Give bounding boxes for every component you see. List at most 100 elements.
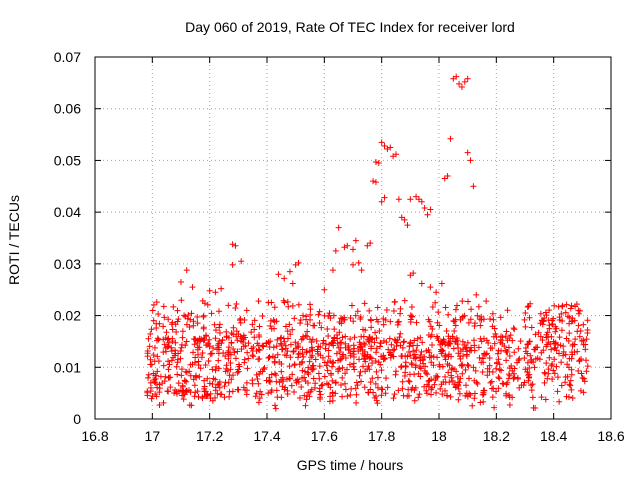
data-point [434, 354, 441, 361]
data-point [179, 382, 186, 389]
data-point [499, 380, 506, 387]
data-point [554, 388, 561, 395]
data-point [423, 390, 430, 397]
data-point [537, 320, 544, 327]
data-point [409, 384, 416, 391]
data-point [475, 303, 482, 310]
data-point [453, 368, 460, 375]
data-point [179, 334, 186, 341]
data-point [426, 354, 433, 361]
data-point [551, 356, 558, 363]
data-point [268, 387, 275, 394]
data-point [372, 357, 379, 364]
y-axis-ticks: 0 0.01 0.02 0.03 0.04 0.05 0.06 0.07 [54, 49, 611, 427]
data-point [442, 373, 449, 380]
data-point [204, 392, 211, 399]
data-point [279, 346, 286, 353]
data-point [480, 359, 487, 366]
data-point [348, 302, 355, 309]
data-point [524, 359, 531, 366]
data-point [263, 340, 270, 347]
data-point [563, 301, 570, 308]
y-tick-label: 0.04 [54, 204, 81, 220]
data-point [308, 365, 315, 372]
data-point [417, 357, 424, 364]
data-point [373, 349, 380, 356]
data-point [470, 183, 477, 190]
data-point [177, 355, 184, 362]
data-point [306, 358, 313, 365]
data-point [316, 320, 323, 327]
data-point [160, 362, 167, 369]
data-point [542, 309, 549, 316]
data-point [525, 377, 532, 384]
data-point [435, 309, 442, 316]
data-point [166, 374, 173, 381]
data-point [341, 244, 348, 251]
data-point [576, 358, 583, 365]
data-point [412, 353, 419, 360]
data-point [208, 310, 215, 317]
data-point [271, 402, 278, 409]
data-point [230, 324, 237, 331]
data-point [325, 333, 332, 340]
data-point [417, 373, 424, 380]
data-point [373, 345, 380, 352]
data-point [336, 349, 343, 356]
data-point [399, 385, 406, 392]
data-point [336, 365, 343, 372]
data-point [155, 358, 162, 365]
data-point [234, 348, 241, 355]
data-point [408, 313, 415, 320]
data-point [310, 362, 317, 369]
data-point [256, 355, 263, 362]
data-point [231, 349, 238, 356]
data-point [297, 317, 304, 323]
data-point [490, 385, 497, 392]
data-point [576, 307, 583, 314]
data-point [484, 372, 491, 379]
data-point [315, 370, 322, 377]
x-tick-label: 18 [431, 428, 447, 444]
data-point [187, 372, 194, 379]
data-point [436, 363, 443, 370]
data-point [330, 359, 337, 366]
data-point [319, 354, 326, 361]
data-point [234, 386, 241, 393]
data-point [233, 300, 240, 307]
data-point [395, 196, 402, 203]
data-point [558, 382, 565, 389]
data-point [539, 337, 546, 344]
data-point [567, 305, 574, 312]
data-point [309, 352, 316, 359]
data-point [313, 337, 320, 344]
data-point [383, 306, 390, 313]
data-point [150, 317, 157, 324]
data-point [149, 307, 156, 314]
data-point [238, 258, 245, 265]
x-tick-label: 17.8 [368, 428, 395, 444]
data-point [218, 285, 225, 292]
data-point [461, 78, 468, 85]
data-point [462, 392, 469, 399]
data-point [325, 313, 332, 320]
data-point [287, 331, 294, 338]
data-point [564, 373, 571, 380]
data-point [457, 316, 464, 323]
data-point [515, 357, 522, 364]
data-point [327, 384, 334, 391]
data-point [531, 364, 538, 371]
data-point [154, 335, 161, 342]
data-point [194, 346, 201, 353]
data-point [229, 388, 236, 395]
data-point [361, 353, 368, 360]
data-point [154, 384, 161, 391]
data-point [251, 326, 258, 333]
data-point [343, 366, 350, 373]
data-point [179, 392, 186, 399]
data-point [259, 312, 266, 319]
data-point [280, 378, 287, 385]
data-point [404, 222, 411, 229]
data-point [577, 387, 584, 394]
data-point [381, 142, 388, 149]
